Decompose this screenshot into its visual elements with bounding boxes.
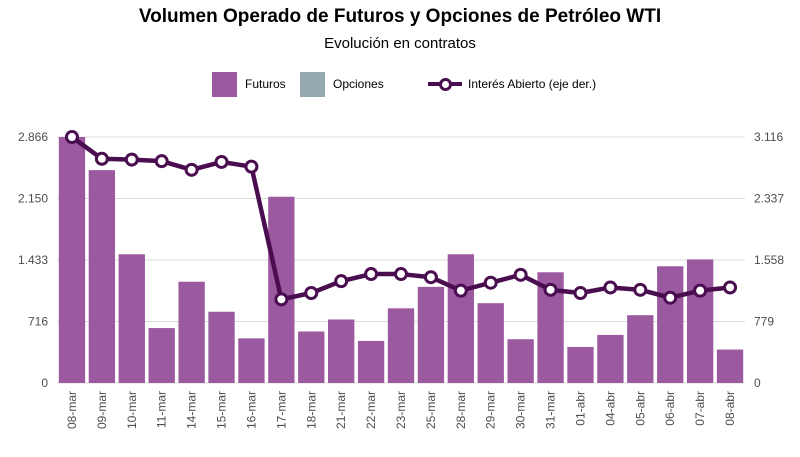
bar-futuros bbox=[686, 259, 714, 383]
x-tick-label: 04-abr bbox=[603, 391, 617, 426]
bar-futuros bbox=[627, 315, 654, 383]
x-tick-label: 28-mar bbox=[454, 391, 468, 429]
point-interes-abierto bbox=[633, 282, 648, 297]
legend-label-interes: Interés Abierto (eje der.) bbox=[468, 77, 597, 91]
chart-legend: Futuros Opciones Interés Abierto (eje de… bbox=[0, 70, 800, 98]
x-tick-label: 05-abr bbox=[633, 391, 647, 426]
y-left-tick-label: 716 bbox=[28, 315, 48, 329]
bar-futuros bbox=[716, 349, 744, 383]
point-interes-abierto bbox=[94, 151, 109, 166]
legend-item-opciones: Opciones bbox=[300, 70, 384, 98]
x-tick-label: 16-mar bbox=[244, 391, 258, 429]
x-tick-label: 08-mar bbox=[65, 391, 79, 429]
point-interes-abierto bbox=[453, 283, 468, 298]
point-interes-abierto bbox=[483, 275, 498, 290]
x-tick-label: 21-mar bbox=[334, 391, 348, 429]
bar-futuros bbox=[417, 286, 445, 383]
chart-subtitle: Evolución en contratos bbox=[324, 35, 476, 52]
x-tick-label: 08-abr bbox=[723, 391, 737, 426]
y-right-tick-label: 3.116 bbox=[754, 130, 783, 144]
x-tick-label: 07-abr bbox=[693, 391, 707, 426]
bar-futuros bbox=[208, 311, 235, 383]
bar-futuros bbox=[88, 170, 116, 383]
bar-futuros bbox=[567, 346, 594, 383]
y-left-tick-label: 2.150 bbox=[18, 191, 48, 205]
y-right-tick-label: 0 bbox=[754, 376, 761, 390]
legend-line-interes bbox=[428, 74, 462, 94]
x-tick-label: 18-mar bbox=[304, 391, 318, 429]
y-right-tick-label: 779 bbox=[754, 315, 774, 329]
x-tick-label: 25-mar bbox=[424, 391, 438, 429]
point-interes-abierto bbox=[214, 154, 229, 169]
point-interes-abierto bbox=[423, 270, 438, 285]
x-tick-label: 29-mar bbox=[484, 391, 498, 429]
bar-futuros bbox=[357, 340, 385, 383]
legend-item-futuros: Futuros bbox=[212, 70, 286, 98]
x-tick-label: 31-mar bbox=[544, 391, 558, 429]
bar-futuros bbox=[387, 308, 415, 383]
bar-futuros bbox=[148, 328, 175, 383]
bar-futuros bbox=[657, 266, 684, 383]
bar-futuros bbox=[477, 303, 504, 383]
point-interes-abierto bbox=[394, 267, 408, 282]
chart-title: Volumen Operado de Futuros y Opciones de… bbox=[138, 6, 662, 27]
bar-futuros bbox=[507, 339, 534, 383]
point-interes-abierto bbox=[543, 282, 558, 297]
legend-item-interes: Interés Abierto (eje der.) bbox=[428, 70, 596, 98]
point-interes-abierto bbox=[334, 274, 349, 289]
x-tick-label: 17-mar bbox=[274, 391, 288, 429]
point-interes-abierto bbox=[274, 292, 289, 307]
x-tick-label: 22-mar bbox=[364, 391, 378, 429]
x-tick-label: 15-mar bbox=[215, 391, 229, 429]
x-tick-label: 09-mar bbox=[95, 391, 109, 429]
y-right-tick-label: 1.558 bbox=[754, 253, 784, 267]
x-tick-label: 10-mar bbox=[125, 391, 139, 429]
point-interes-abierto bbox=[603, 280, 618, 295]
point-interes-abierto bbox=[513, 267, 528, 282]
legend-swatch-futuros bbox=[212, 71, 237, 97]
point-interes-abierto bbox=[364, 267, 379, 282]
point-interes-abierto bbox=[723, 280, 738, 295]
bar-futuros bbox=[447, 254, 474, 383]
bar-futuros bbox=[58, 137, 86, 383]
bar-futuros bbox=[118, 254, 145, 383]
bar-futuros bbox=[178, 281, 205, 383]
y-right-tick-label: 2.337 bbox=[754, 192, 784, 206]
bar-futuros bbox=[597, 334, 624, 383]
x-tick-label: 14-mar bbox=[185, 391, 199, 429]
point-interes-abierto bbox=[693, 283, 708, 298]
point-interes-abierto bbox=[573, 286, 588, 300]
y-left-tick-label: 2.866 bbox=[18, 130, 48, 144]
point-interes-abierto bbox=[304, 286, 319, 300]
bar-futuros bbox=[298, 331, 325, 383]
legend-label-futuros: Futuros bbox=[245, 77, 286, 91]
x-tick-label: 23-mar bbox=[394, 391, 408, 429]
y-left-tick-label: 0 bbox=[41, 376, 48, 390]
point-interes-abierto bbox=[64, 130, 79, 144]
point-interes-abierto bbox=[124, 152, 139, 167]
legend-label-opciones: Opciones bbox=[333, 77, 384, 91]
x-tick-label: 01-abr bbox=[573, 391, 587, 426]
y-left-tick-label: 1.433 bbox=[18, 253, 48, 267]
legend-swatch-opciones bbox=[300, 71, 325, 97]
bar-futuros bbox=[328, 319, 355, 383]
x-tick-label: 11-mar bbox=[155, 391, 169, 428]
bar-futuros bbox=[238, 338, 265, 383]
point-interes-abierto bbox=[244, 159, 259, 174]
x-tick-label: 30-mar bbox=[514, 391, 528, 429]
point-interes-abierto bbox=[663, 290, 678, 305]
x-tick-label: 06-abr bbox=[663, 391, 677, 426]
point-interes-abierto bbox=[184, 162, 199, 177]
point-interes-abierto bbox=[154, 154, 169, 169]
